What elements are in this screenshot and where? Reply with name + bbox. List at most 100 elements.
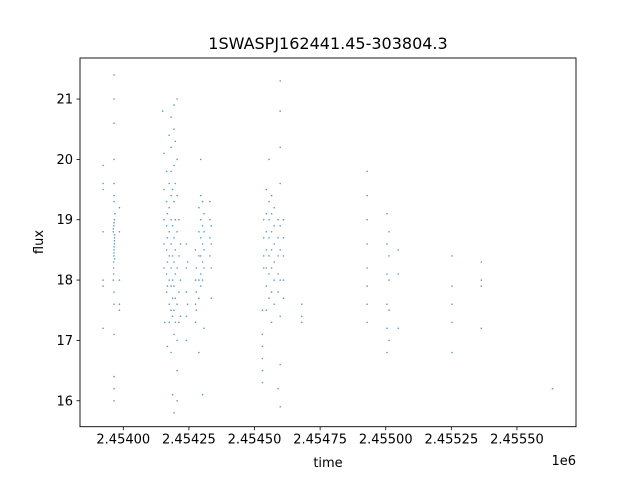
x-tick-label: 2.45500	[359, 433, 413, 448]
data-point	[173, 309, 175, 312]
data-point	[113, 333, 115, 336]
data-point	[451, 351, 453, 354]
data-point	[163, 218, 165, 221]
data-point	[201, 225, 204, 227]
data-point	[113, 237, 116, 239]
data-point	[201, 243, 204, 245]
data-point	[262, 218, 265, 221]
y-axis-label: flux	[32, 230, 47, 254]
data-point	[168, 182, 170, 185]
data-point	[268, 237, 270, 239]
data-point	[279, 225, 282, 227]
data-point	[171, 315, 174, 318]
data-point	[270, 291, 273, 293]
data-point	[113, 252, 115, 254]
data-point	[176, 194, 178, 197]
data-point	[168, 231, 170, 233]
data-point	[176, 231, 178, 233]
data-point	[113, 225, 115, 227]
data-point	[113, 387, 115, 390]
data-point	[195, 309, 198, 312]
x-offset-label: 1e6	[551, 454, 576, 469]
data-point	[168, 134, 170, 136]
data-point	[480, 261, 483, 263]
data-point	[265, 249, 268, 251]
data-point	[199, 218, 202, 221]
data-point	[268, 158, 270, 161]
data-point	[113, 249, 115, 251]
data-point	[262, 237, 265, 239]
x-tick-label: 2.45450	[228, 433, 282, 448]
data-point	[366, 303, 368, 306]
data-point	[277, 387, 279, 390]
data-point	[388, 231, 390, 233]
data-point	[397, 327, 400, 330]
data-point	[102, 285, 104, 287]
x-axis: 2.45400 2.45425 2.45450 2.45475 2.45500 2.455…	[96, 426, 544, 448]
data-point	[113, 218, 116, 221]
data-point	[201, 279, 204, 281]
data-point	[170, 146, 172, 149]
data-point	[265, 212, 268, 215]
data-point	[261, 333, 264, 336]
data-point	[265, 285, 268, 287]
data-point	[366, 194, 368, 197]
data-point	[102, 164, 104, 167]
data-point	[209, 200, 211, 203]
data-point	[261, 369, 264, 372]
data-point	[165, 273, 168, 275]
data-point	[551, 387, 554, 390]
data-point	[199, 194, 202, 197]
data-point	[113, 158, 115, 161]
data-point	[113, 246, 115, 248]
data-point	[102, 279, 104, 281]
data-point	[168, 255, 170, 257]
data-point	[102, 188, 104, 191]
data-point	[174, 297, 177, 300]
y-tick-label: 16	[56, 394, 73, 409]
data-point	[170, 285, 172, 287]
data-point	[386, 351, 388, 354]
data-point	[279, 80, 282, 82]
data-point	[113, 255, 115, 257]
data-point	[273, 303, 276, 306]
data-point	[279, 406, 282, 408]
data-point	[179, 279, 182, 281]
data-point	[185, 267, 188, 269]
data-point	[282, 218, 285, 221]
data-point	[112, 279, 115, 281]
data-point	[451, 321, 453, 324]
data-point	[388, 339, 390, 342]
data-point	[113, 400, 115, 402]
data-point	[173, 412, 175, 414]
data-point	[480, 327, 483, 330]
data-point	[165, 170, 168, 173]
data-point	[166, 261, 169, 263]
data-point	[451, 303, 453, 306]
y-tick-label: 18	[56, 274, 73, 289]
x-axis-label: time	[313, 456, 342, 471]
data-point	[170, 116, 172, 118]
data-point	[113, 240, 116, 242]
data-point	[265, 188, 268, 191]
data-point	[366, 267, 368, 269]
data-point	[366, 243, 368, 245]
data-point	[174, 140, 177, 143]
data-point	[174, 249, 177, 251]
data-point	[164, 321, 166, 324]
data-point	[171, 297, 174, 300]
data-point	[273, 243, 276, 245]
data-point	[173, 128, 175, 130]
data-point	[173, 104, 175, 106]
data-point	[210, 243, 212, 245]
data-point	[170, 309, 172, 312]
data-point	[174, 273, 177, 275]
data-point	[113, 291, 115, 293]
data-point	[480, 285, 483, 287]
data-point	[113, 74, 115, 76]
data-point	[165, 249, 168, 251]
data-point	[185, 243, 188, 245]
data-point	[173, 333, 175, 336]
data-point	[277, 255, 279, 257]
data-point	[279, 363, 282, 366]
